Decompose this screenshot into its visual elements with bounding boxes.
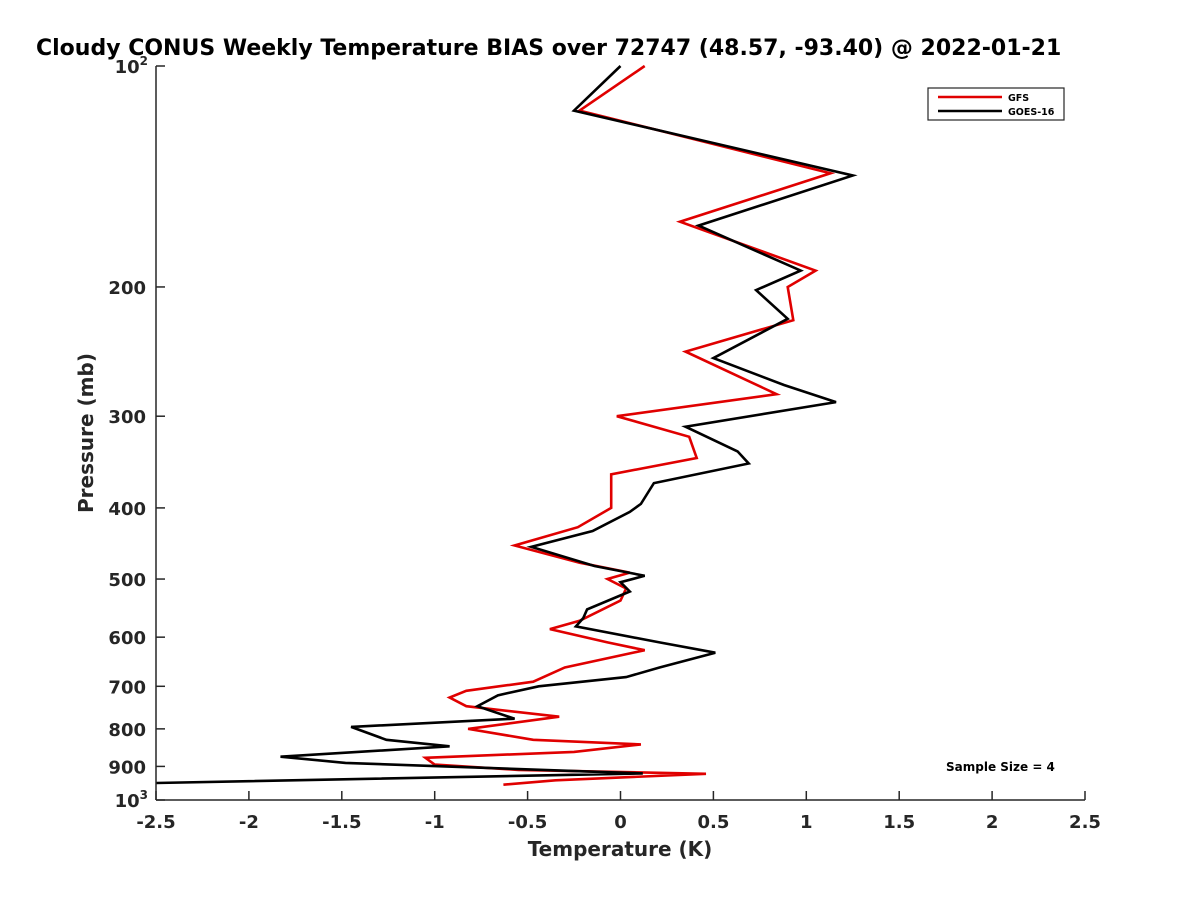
y-tick-label: 400 — [108, 499, 146, 520]
y-tick-label: 500 — [108, 570, 146, 591]
x-tick-label: 0.5 — [697, 812, 729, 833]
x-tick-label: 1.5 — [883, 812, 915, 833]
series-line-goes-16 — [155, 65, 858, 785]
x-tick-label: 1 — [800, 812, 813, 833]
x-tick-label: 0 — [614, 812, 627, 833]
y-tick-label: 900 — [108, 757, 146, 778]
y-tick-label: 102 — [115, 54, 148, 78]
x-tick-label: 2.5 — [1069, 812, 1101, 833]
x-axis-label: Temperature (K) — [528, 837, 713, 861]
x-tick-label: -1 — [425, 812, 445, 833]
x-tick-label: -1.5 — [322, 812, 361, 833]
y-tick-label: 300 — [108, 407, 146, 428]
legend-label-gfs: GFS — [1008, 93, 1029, 104]
x-tick-label: -2.5 — [136, 812, 175, 833]
x-tick-label: -0.5 — [508, 812, 547, 833]
x-tick-label: -2 — [239, 812, 259, 833]
x-ticks: -2.5 -2 -1.5 -1 -0.5 0 0.5 1 1.5 2 2.5 — [136, 791, 1101, 833]
chart-title: Cloudy CONUS Weekly Temperature BIAS ove… — [36, 36, 1061, 61]
legend-label-goes-16: GOES-16 — [1008, 107, 1055, 118]
x-tick-label: 2 — [986, 812, 999, 833]
y-axis-label: Pressure (mb) — [74, 353, 98, 513]
sample-size-annotation: Sample Size = 4 — [946, 760, 1055, 774]
plot-series — [155, 64, 858, 786]
y-tick-label: 700 — [108, 677, 146, 698]
y-tick-label: 103 — [115, 788, 148, 812]
y-ticks: 102 200 300 400 500 600 700 800 900 103 — [108, 54, 165, 812]
y-tick-label: 800 — [108, 720, 146, 741]
legend: GFS GOES-16 — [927, 87, 1065, 121]
y-tick-label: 600 — [108, 628, 146, 649]
legend-box — [927, 87, 1065, 121]
y-tick-label: 200 — [108, 278, 146, 299]
